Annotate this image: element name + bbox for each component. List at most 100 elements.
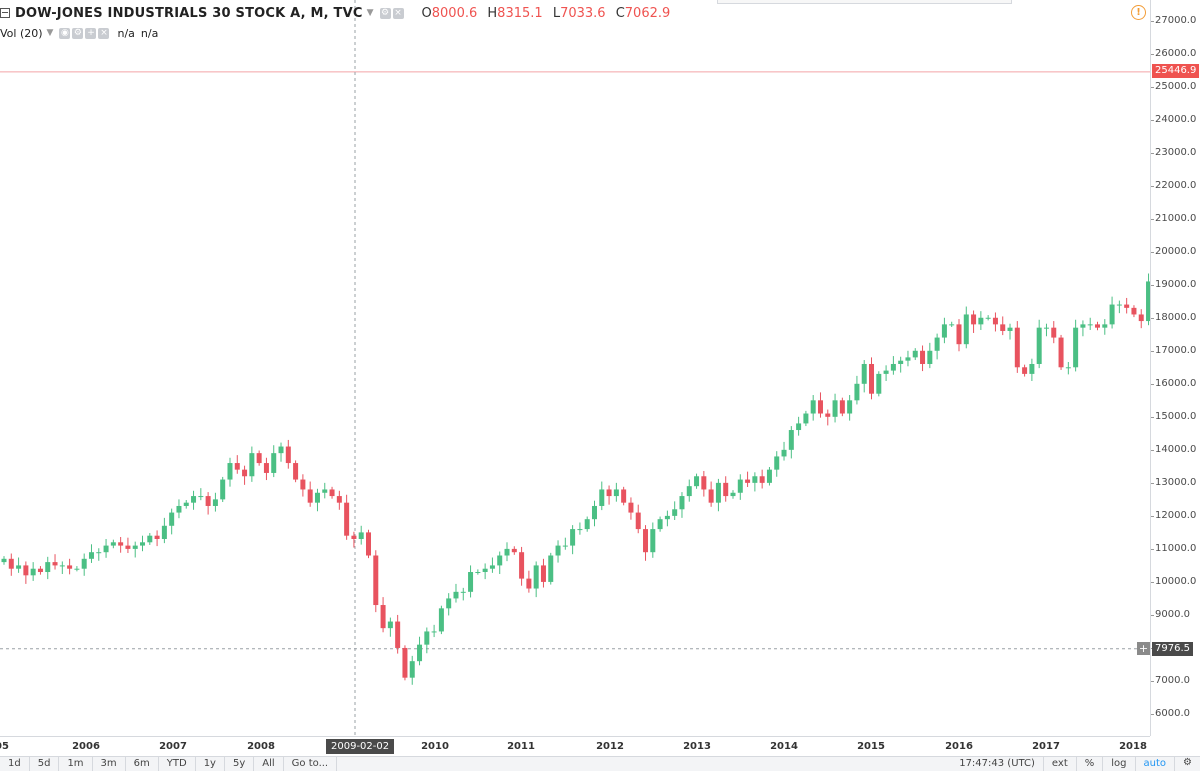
close-icon[interactable]: × [392, 7, 404, 19]
cursor-price-label: 7976.5 [1152, 642, 1193, 656]
candle-body [74, 568, 80, 570]
price-tick-label: 9000.0 [1151, 608, 1190, 620]
candle-body [271, 453, 277, 473]
candle-body [132, 545, 138, 549]
ext-toggle[interactable]: ext [1044, 757, 1077, 771]
candle-body [300, 479, 306, 490]
candle-body [941, 324, 947, 338]
gear-icon[interactable]: ⚙ [1183, 757, 1192, 768]
candle-body [118, 542, 124, 546]
candle-body [672, 509, 678, 516]
candle-body [621, 489, 627, 503]
cursor-plus-button[interactable]: + [1137, 642, 1150, 655]
collapse-icon[interactable] [0, 8, 10, 18]
candle-body [212, 499, 218, 506]
range-5y-button[interactable]: 5y [225, 757, 255, 771]
price-tick-label: 7000.0 [1151, 674, 1190, 686]
candlestick-chart[interactable] [0, 0, 1150, 736]
candle-body [664, 515, 670, 520]
candle-body [263, 463, 269, 473]
candle-body [599, 489, 605, 506]
log-toggle[interactable]: log [1103, 757, 1136, 771]
candle-body [562, 545, 568, 547]
candle-body [409, 661, 415, 678]
close-icon[interactable]: × [98, 27, 110, 39]
candle-body [686, 486, 692, 497]
price-tick-label: 21000.0 [1150, 212, 1197, 224]
candle-body [366, 532, 371, 556]
range-1m-button[interactable]: 1m [59, 757, 93, 771]
price-tick-label: 14000.0 [1150, 443, 1197, 455]
price-axis[interactable]: 27000.0 26000.0 25000.0 24000.0 23000.0 22000… [1150, 0, 1200, 736]
candle-body [869, 363, 875, 394]
settings-icon[interactable]: ⚙ [72, 27, 84, 39]
add-icon[interactable]: + [85, 27, 97, 39]
range-1y-button[interactable]: 1y [196, 757, 225, 771]
candle-body [110, 542, 116, 546]
candle-body [497, 555, 503, 566]
price-tick-label: 18000.0 [1150, 311, 1197, 323]
candle-body [373, 555, 379, 606]
candle-body [861, 363, 867, 384]
candle-body [387, 621, 393, 629]
candle-body [679, 496, 685, 510]
goto-button[interactable]: Go to... [284, 757, 338, 771]
close-value: 7062.9 [624, 5, 671, 21]
candle-body [322, 489, 328, 493]
time-tick-label: 2017 [1032, 741, 1060, 752]
price-tick-label: 20000.0 [1150, 245, 1197, 257]
candle-body [876, 373, 882, 394]
range-all-button[interactable]: All [254, 757, 284, 771]
candle-body [205, 496, 211, 506]
range-5d-button[interactable]: 5d [30, 757, 60, 771]
candle-body [1080, 324, 1086, 328]
alert-icon[interactable]: ! [1131, 5, 1146, 20]
candle-body [59, 565, 65, 567]
time-tick-label: 2006 [72, 741, 100, 752]
candle-body [1146, 281, 1150, 322]
range-3m-button[interactable]: 3m [93, 757, 126, 771]
price-tick-label: 10000.0 [1150, 575, 1197, 587]
candle-body [504, 548, 510, 556]
settings-icon[interactable]: ⚙ [379, 7, 391, 19]
candle-body [978, 317, 984, 325]
candle-body [358, 532, 364, 539]
volume-ma-value: n/a [140, 26, 159, 40]
candle-body [584, 519, 590, 530]
volume-label[interactable]: Vol (20) [0, 26, 43, 40]
clock-time[interactable]: 17:47:43 (UTC) [951, 757, 1044, 771]
chevron-down-icon[interactable]: ▼ [366, 8, 374, 18]
candle-body [67, 565, 73, 569]
range-1d-button[interactable]: 1d [0, 757, 30, 771]
candle-body [591, 505, 597, 520]
candle-body [963, 314, 969, 345]
cursor-date-label: 2009-02-02 [326, 739, 395, 754]
candle-body [37, 568, 43, 573]
price-tick-label: 17000.0 [1150, 344, 1197, 356]
symbol-title[interactable]: DOW-JONES INDUSTRIALS 30 STOCK A, M, TVC [15, 5, 363, 21]
time-axis[interactable]: 2009-02-02 05 2006 2007 2008 2010 2011 2012 201… [0, 736, 1150, 757]
candle-body [23, 565, 29, 576]
candle-body [183, 502, 189, 506]
eye-icon[interactable]: ◉ [59, 27, 71, 39]
high-value: 8315.1 [497, 5, 543, 21]
chart-pane[interactable]: DOW-JONES INDUSTRIALS 30 STOCK A, M, TVC… [0, 0, 1150, 736]
price-tick-label: 27000.0 [1150, 14, 1197, 26]
range-ytd-button[interactable]: YTD [159, 757, 196, 771]
candle-body [344, 502, 350, 536]
range-6m-button[interactable]: 6m [126, 757, 159, 771]
low-value: 7033.6 [560, 5, 606, 21]
chevron-down-icon[interactable]: ▼ [46, 28, 54, 38]
time-tick-label: 2016 [945, 741, 973, 752]
candle-body [694, 476, 700, 487]
candle-body [96, 552, 102, 554]
time-tick-label: 2014 [770, 741, 798, 752]
auto-toggle[interactable]: auto [1136, 757, 1176, 771]
candle-body [140, 542, 146, 546]
candle-body [956, 324, 962, 345]
candle-body [351, 535, 357, 539]
candle-body [446, 598, 452, 609]
percent-toggle[interactable]: % [1077, 757, 1104, 771]
candle-body [1116, 304, 1122, 306]
candle-body [635, 512, 641, 530]
